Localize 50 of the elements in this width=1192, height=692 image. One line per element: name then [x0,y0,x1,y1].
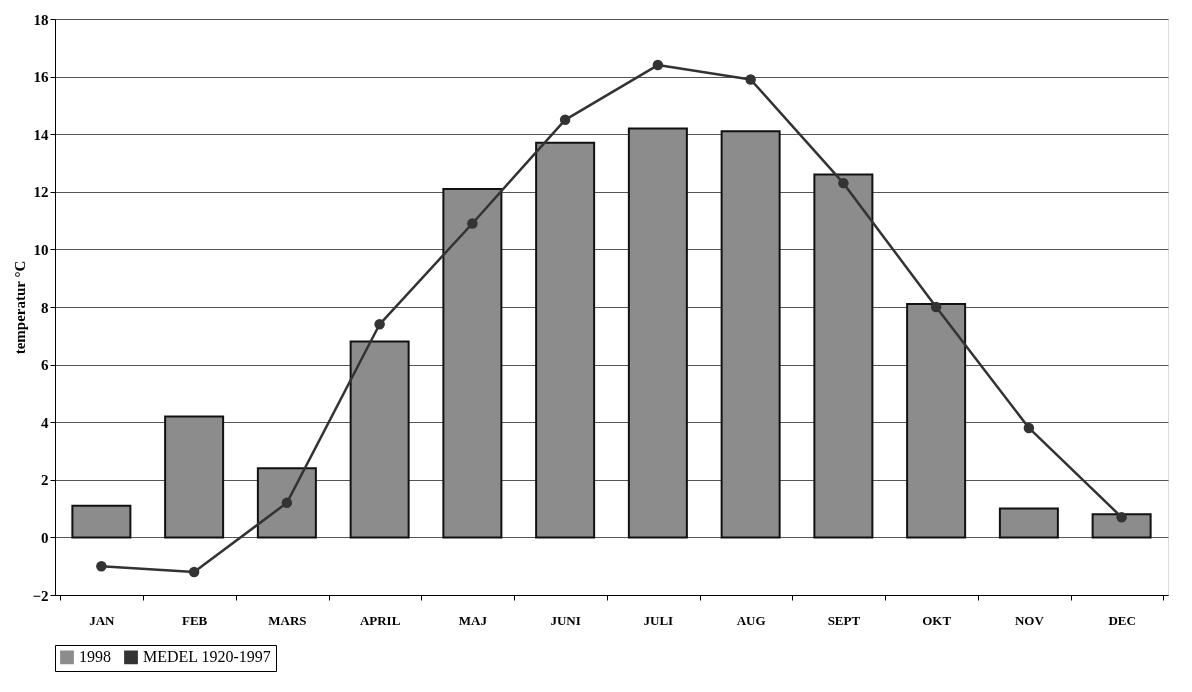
bar [627,127,688,539]
legend-label: 1998 [79,648,111,666]
point [559,114,571,126]
x-tick-label: AUG [736,612,766,628]
bar [720,130,781,539]
point [281,497,293,509]
bar [998,507,1059,539]
bar [442,187,503,539]
y-tick-label: 4 [41,414,49,431]
bar [906,303,967,539]
x-tick-label: JULI [643,612,674,628]
x-tick-label: OKT [922,612,952,628]
bar [71,504,132,539]
y-tick-label: 12 [33,184,49,201]
y-axis-title: temperatur °C [12,260,29,355]
x-tick-label: JUNI [550,612,581,628]
y-tick-label: 14 [33,126,49,143]
point [745,74,756,85]
point [1023,422,1035,434]
point [652,59,664,71]
x-tick-label: FEB [181,612,208,628]
x-tick-label: JAN [89,612,116,628]
x-tick-label: DEC [1108,612,1136,628]
y-tick-label: 6 [41,357,49,374]
y-tick-label: 8 [41,299,49,316]
x-tick-label: SEPT [827,612,861,628]
y-tick-label: −2 [32,587,49,604]
legend-label: MEDEL 1920-1997 [143,648,271,666]
bar [813,173,874,539]
bar [349,340,410,539]
point [1116,512,1127,523]
point [838,177,849,189]
x-tick-label: MAJ [458,612,488,628]
point [374,319,385,330]
x-tick-label: APRIL [359,612,401,628]
point [96,560,107,572]
point [467,218,478,229]
y-tick-label: 0 [41,529,49,546]
x-tick-label: NOV [1014,612,1045,628]
y-tick-label: 2 [41,472,49,489]
x-tick-label: MARS [268,612,307,628]
bar [535,141,596,539]
bar [164,415,225,539]
y-tick-label: 16 [33,69,49,86]
bar [1091,513,1152,539]
y-tick-label: 10 [33,241,49,258]
point [188,566,200,578]
bar [256,467,317,539]
point [930,301,942,313]
y-tick-label: 18 [33,11,49,28]
